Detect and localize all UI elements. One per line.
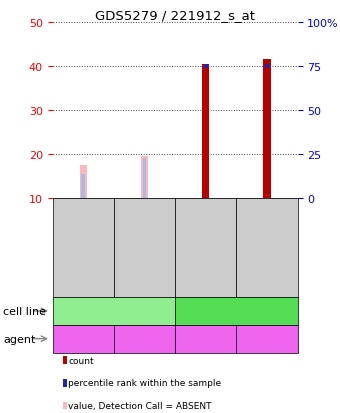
- Bar: [80, 165, 87, 198]
- Text: percentile rank within the sample: percentile rank within the sample: [68, 378, 222, 387]
- Bar: [263, 60, 271, 198]
- Text: DMSO: DMSO: [189, 334, 223, 344]
- Text: value, Detection Call = ABSENT: value, Detection Call = ABSENT: [68, 401, 212, 410]
- Title: GDS5279 / 221912_s_at: GDS5279 / 221912_s_at: [95, 9, 255, 21]
- Text: GSM351747: GSM351747: [140, 221, 149, 275]
- Bar: [202, 64, 209, 198]
- Bar: [143, 159, 146, 198]
- Text: DMSO: DMSO: [66, 334, 100, 344]
- Bar: [204, 64, 207, 69]
- Text: pristimerin: pristimerin: [120, 335, 169, 343]
- Text: H929: H929: [99, 306, 129, 316]
- Text: count: count: [68, 356, 94, 365]
- Text: GSM351746: GSM351746: [79, 221, 88, 275]
- Text: GSM351748: GSM351748: [201, 221, 210, 275]
- Bar: [265, 64, 269, 69]
- Text: agent: agent: [3, 334, 36, 344]
- Text: cell line: cell line: [3, 306, 46, 316]
- Text: GSM351749: GSM351749: [262, 221, 271, 275]
- Bar: [141, 157, 148, 198]
- Bar: [82, 174, 85, 198]
- Text: pristimerin: pristimerin: [242, 335, 292, 343]
- Text: U266: U266: [222, 306, 251, 316]
